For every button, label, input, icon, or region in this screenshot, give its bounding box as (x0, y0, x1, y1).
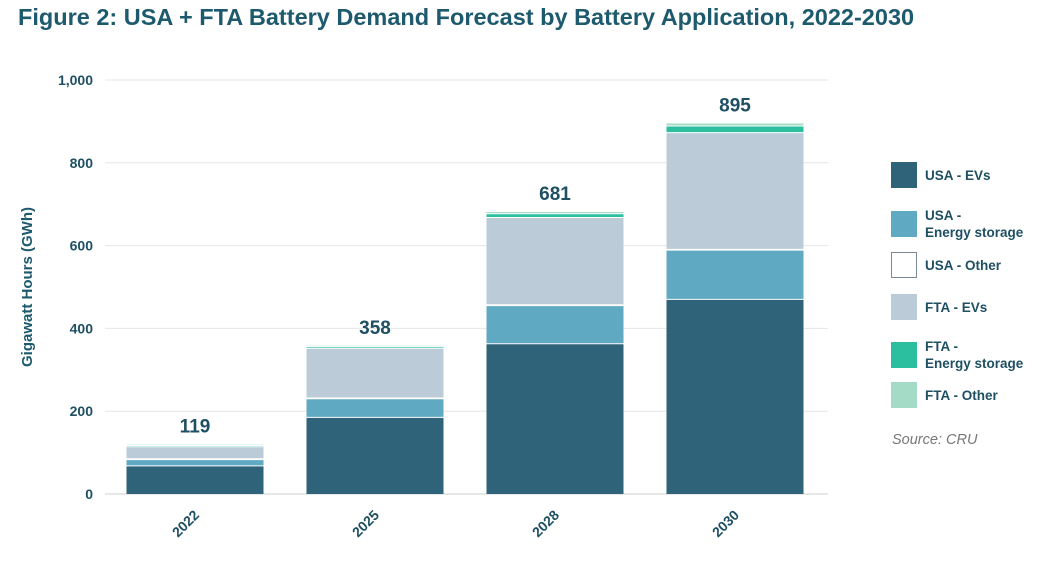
y-tick-label: 400 (70, 320, 94, 336)
legend-item: FTA - Other (891, 382, 998, 408)
legend-item: USA - Other (891, 252, 1001, 278)
x-tick-label: 2025 (349, 507, 382, 540)
x-tick-label: 2028 (529, 507, 562, 540)
legend-swatch (891, 382, 917, 408)
bar-segment (306, 348, 444, 398)
chart-title: Figure 2: USA + FTA Battery Demand Forec… (18, 4, 915, 30)
bar-segment (486, 213, 624, 218)
legend-item: USA - Energy storage (891, 207, 1023, 241)
legend-label: FTA - Energy storage (925, 339, 1024, 371)
legend-item: USA - EVs (891, 162, 991, 188)
legend-label: USA - Other (925, 257, 1002, 273)
y-tick-label: 0 (85, 486, 93, 502)
bar-segment (306, 398, 444, 418)
bar-segment (486, 217, 624, 305)
bar-segment (666, 123, 804, 126)
total-label: 681 (539, 184, 571, 205)
bar-segment (126, 445, 264, 447)
bar-segment (486, 305, 624, 344)
x-tick-label: 2022 (169, 507, 202, 540)
stacked-bar-chart: 0 200 400 600 800 1,000 Gigawatt Hours (GWh) 11… (19, 72, 828, 540)
legend-swatch (891, 162, 917, 188)
source-note: Source: CRU (892, 432, 978, 448)
total-label: 119 (180, 417, 211, 438)
y-tick-label: 600 (70, 238, 94, 254)
bar-segment (486, 343, 624, 494)
bar-segment (666, 299, 804, 494)
bar-segment (666, 125, 804, 133)
bar-segment (306, 346, 444, 349)
legend-swatch (891, 342, 917, 368)
legend-label: USA - EVs (925, 167, 991, 183)
y-tick-label: 800 (70, 155, 94, 171)
legend-swatch (891, 252, 917, 278)
total-label: 358 (359, 318, 391, 339)
y-tick-label: 200 (70, 403, 94, 419)
y-tick-label: 1,000 (58, 72, 93, 88)
bar-segment (486, 212, 624, 214)
x-tick-label: 2030 (709, 507, 742, 540)
bar-segment (126, 446, 264, 459)
legend-label: FTA - Other (925, 387, 998, 403)
bar-segment (666, 250, 804, 300)
bar-segment (666, 132, 804, 250)
legend-label: FTA - EVs (925, 299, 988, 315)
bar-segment (126, 459, 264, 466)
total-label: 895 (719, 95, 751, 116)
bar-segment (126, 465, 264, 494)
legend-item: FTA - Energy storage (891, 338, 1023, 372)
legend-swatch (891, 211, 917, 237)
legend-item: FTA - EVs (891, 294, 987, 320)
legend-label: USA - Energy storage (925, 208, 1024, 240)
legend-swatch (891, 294, 917, 320)
y-axis-label: Gigawatt Hours (GWh) (19, 207, 36, 367)
bar-segment (306, 417, 444, 494)
